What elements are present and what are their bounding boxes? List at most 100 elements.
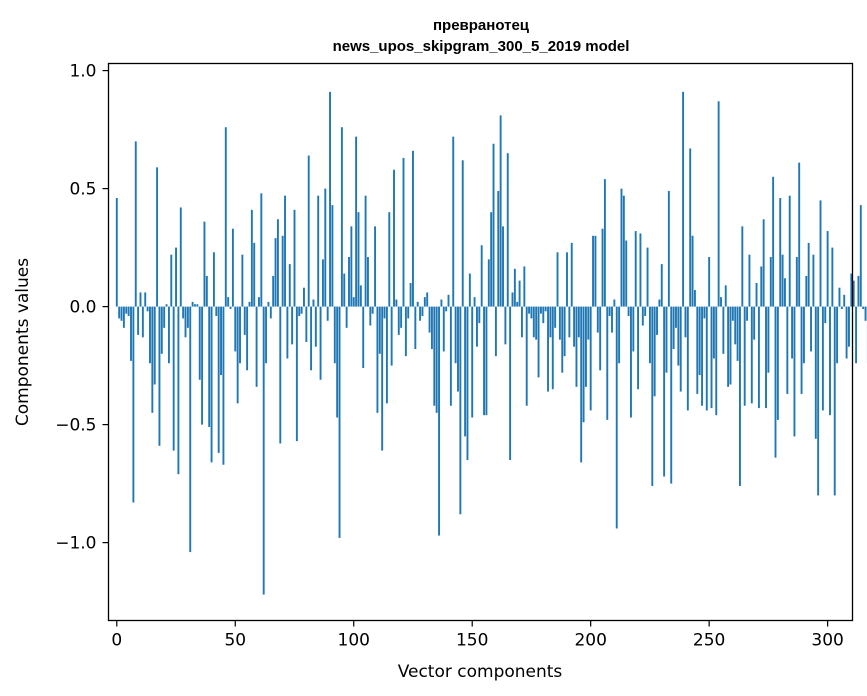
bar-193 — [573, 306, 576, 347]
bar-251 — [710, 306, 713, 409]
bar-107 — [369, 306, 372, 326]
bar-213 — [620, 188, 623, 307]
bar-315 — [862, 306, 865, 309]
bar-85 — [317, 195, 320, 307]
bar-202 — [594, 235, 597, 307]
bar-121 — [402, 157, 405, 307]
bar-173 — [525, 306, 528, 406]
bar-153 — [478, 306, 481, 324]
bar-300 — [826, 231, 829, 307]
bar-120 — [400, 306, 403, 328]
bar-230 — [660, 264, 663, 307]
bar-271 — [757, 306, 760, 409]
bar-263 — [739, 306, 741, 486]
bar-146 — [461, 160, 464, 307]
bar-277 — [772, 176, 775, 307]
bar-204 — [599, 306, 602, 371]
bar-47 — [227, 297, 230, 307]
plot-area-frame — [107, 62, 854, 622]
bar-66 — [272, 275, 275, 307]
bar-10 — [139, 292, 142, 307]
bar-226 — [651, 306, 654, 486]
bar-90 — [329, 91, 331, 307]
bar-242 — [689, 148, 692, 307]
bar-187 — [558, 306, 561, 340]
bar-225 — [648, 306, 651, 364]
bar-26 — [177, 306, 180, 475]
bar-137 — [440, 299, 443, 307]
bar-301 — [829, 306, 831, 416]
bar-3 — [122, 306, 125, 328]
bar-2 — [120, 306, 123, 321]
bar-207 — [606, 306, 609, 420]
bar-123 — [407, 306, 410, 319]
bar-269 — [753, 306, 756, 340]
bar-130 — [423, 297, 426, 307]
bar-174 — [528, 306, 531, 314]
x-tick-label: 50 — [224, 631, 246, 651]
y-axis-label: Components values — [13, 258, 33, 426]
bar-54 — [243, 306, 246, 335]
bar-236 — [675, 306, 677, 328]
bar-196 — [580, 306, 583, 463]
bar-165 — [506, 153, 509, 307]
bar-191 — [568, 306, 571, 338]
bar-273 — [762, 219, 765, 307]
bar-281 — [781, 254, 784, 307]
bar-223 — [644, 306, 647, 317]
bar-256 — [722, 306, 725, 354]
x-axis-label: Vector components — [398, 662, 563, 682]
bar-124 — [409, 283, 412, 307]
bar-288 — [798, 162, 801, 307]
bar-139 — [445, 306, 448, 312]
bar-304 — [836, 306, 839, 364]
bar-144 — [457, 306, 459, 392]
bar-286 — [793, 306, 796, 437]
bar-82 — [310, 306, 313, 371]
bar-94 — [338, 306, 341, 538]
bar-227 — [653, 306, 656, 397]
bar-29 — [184, 306, 187, 338]
bar-117 — [393, 169, 395, 307]
bar-132 — [428, 306, 431, 333]
bar-136 — [438, 306, 440, 536]
bar-233 — [667, 190, 670, 307]
bar-168 — [513, 268, 516, 307]
bar-65 — [269, 306, 272, 319]
bar-106 — [367, 257, 369, 307]
bar-203 — [596, 306, 599, 333]
bar-87 — [321, 259, 324, 307]
bar-76 — [295, 306, 298, 442]
bar-14 — [149, 306, 151, 364]
bar-49 — [231, 228, 234, 307]
bar-303 — [833, 306, 836, 496]
bar-150 — [471, 306, 474, 418]
bar-17 — [156, 167, 159, 307]
bar-205 — [601, 228, 604, 307]
bar-206 — [603, 179, 606, 307]
bar-6 — [130, 306, 132, 361]
bar-79 — [303, 287, 305, 307]
y-tick-label: 0.0 — [69, 298, 96, 318]
bar-4 — [125, 306, 128, 314]
bar-302 — [831, 247, 834, 307]
bar-160 — [494, 306, 497, 357]
bar-158 — [490, 212, 493, 307]
bar-283 — [786, 306, 789, 394]
bar-77 — [298, 306, 301, 317]
bar-241 — [686, 306, 689, 411]
bar-246 — [698, 306, 701, 376]
bar-52 — [239, 306, 241, 364]
bar-285 — [791, 306, 794, 359]
bar-5 — [127, 306, 130, 317]
bar-299 — [824, 306, 827, 324]
bars-group — [115, 91, 867, 595]
bar-222 — [641, 306, 644, 326]
bar-97 — [345, 306, 348, 328]
bar-156 — [485, 306, 488, 416]
bar-276 — [769, 257, 772, 307]
bar-218 — [632, 306, 635, 352]
bar-84 — [314, 306, 317, 347]
bar-280 — [779, 198, 782, 307]
bar-16 — [153, 306, 156, 385]
